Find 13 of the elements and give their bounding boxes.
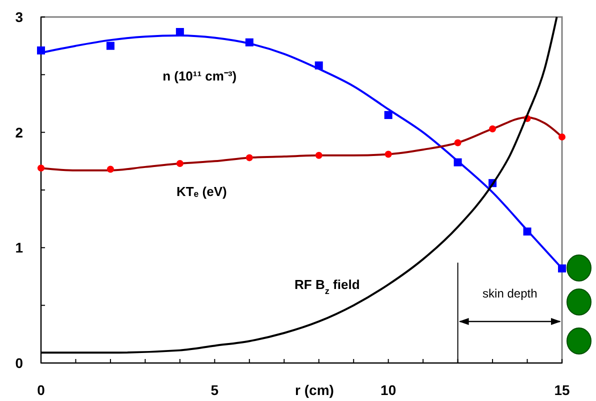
text: n (10¹¹ cm⁻³): [162, 68, 237, 84]
annotation: skin depth: [482, 286, 538, 300]
x-tick-label: 0: [37, 382, 46, 398]
x-tick-label: 15: [554, 382, 570, 398]
y-tick-label: 2: [15, 124, 24, 140]
series-label: RF B$_{z}$ field: [294, 277, 360, 296]
x-tick-label: 10: [380, 382, 396, 398]
y-tick-label: 3: [15, 9, 24, 25]
x-axis-title: r (cm): [295, 382, 334, 398]
series-label: KTₑ (eV): [176, 184, 227, 199]
y-tick-label: 0: [15, 355, 24, 371]
y-tick-label: 1: [15, 240, 24, 256]
x-tick-label: 5: [210, 382, 219, 398]
